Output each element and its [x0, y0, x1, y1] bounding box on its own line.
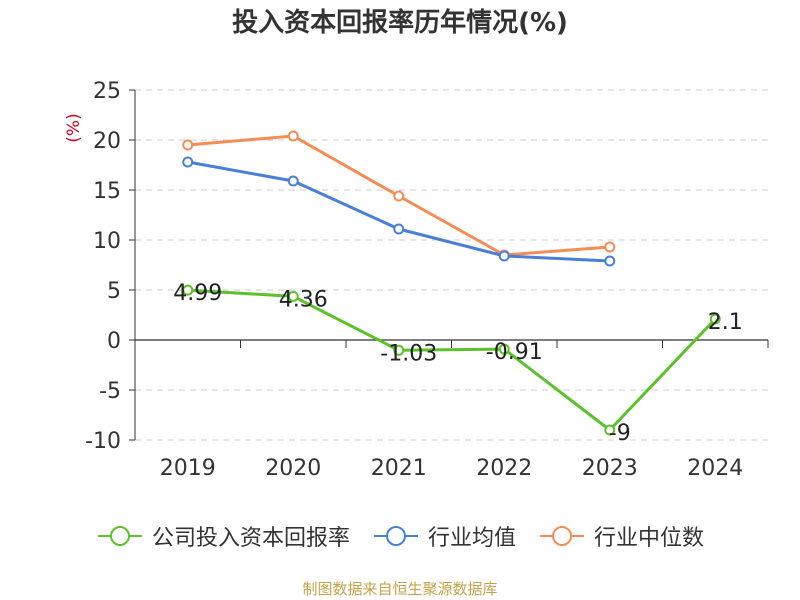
legend: 公司投入资本回报率 行业均值 行业中位数	[0, 520, 800, 552]
data-point[interactable]	[287, 290, 299, 302]
data-point[interactable]	[393, 223, 405, 235]
x-tick-label: 2019	[160, 456, 216, 481]
series-layer	[182, 130, 721, 436]
legend-label-company: 公司投入资本回报率	[151, 526, 350, 551]
data-point[interactable]	[182, 156, 194, 168]
source-note: 制图数据来自恒生聚源数据库	[302, 580, 498, 598]
x-tick-label: 2022	[476, 456, 532, 481]
data-point[interactable]	[604, 255, 616, 267]
y-tick-label: 15	[93, 179, 121, 204]
legend-item-industry-median[interactable]: 行业中位数	[538, 520, 704, 552]
y-tick-label: -10	[85, 429, 121, 454]
series-line-1	[187, 160, 610, 263]
y-tick-label: -5	[99, 379, 121, 404]
data-point[interactable]	[182, 139, 194, 151]
data-point[interactable]	[498, 343, 510, 355]
data-point[interactable]	[709, 313, 721, 325]
x-tick-label: 2021	[371, 456, 427, 481]
data-label-layer: 4.99 4.36 -1.03 -0.91 -9 2.1	[173, 281, 742, 446]
data-point[interactable]	[604, 241, 616, 253]
y-axis-label: (%)	[64, 113, 84, 142]
data-label: -0.91	[486, 340, 543, 365]
data-point[interactable]	[498, 250, 510, 262]
legend-item-company[interactable]: 公司投入资本回报率	[96, 520, 350, 552]
data-label: 4.99	[173, 281, 222, 306]
series-line-0	[187, 288, 717, 432]
y-tick-label: 10	[93, 229, 121, 254]
data-label: 4.36	[279, 287, 328, 312]
data-point[interactable]	[287, 130, 299, 142]
legend-label-industry-mean: 行业均值	[427, 526, 516, 551]
legend-marker-industry-median-icon	[540, 526, 584, 546]
y-tick-label: 20	[93, 129, 121, 154]
legend-marker-industry-mean-icon	[373, 526, 418, 546]
legend-marker-company-icon	[97, 526, 142, 546]
data-point[interactable]	[604, 424, 616, 436]
chart-title: 投入资本回报率历年情况(%)	[232, 8, 568, 38]
x-tick-label: 2024	[687, 456, 743, 481]
axis-layer: 25 20 15 10 5 0 -5 -10 2019 2020 2021 2022 2023 2024	[85, 79, 769, 481]
y-tick-label: 5	[107, 279, 121, 304]
data-point[interactable]	[182, 284, 194, 296]
data-label: 2.1	[708, 310, 743, 335]
data-label: -1.03	[380, 341, 437, 366]
data-point[interactable]	[287, 175, 299, 187]
data-point[interactable]	[393, 190, 405, 202]
legend-label-industry-median: 行业中位数	[594, 526, 705, 551]
y-tick-label: 0	[107, 329, 121, 354]
x-tick-label: 2020	[265, 456, 321, 481]
data-label: -9	[609, 421, 631, 446]
data-point[interactable]	[393, 344, 405, 356]
y-tick-label: 25	[93, 79, 121, 104]
x-tick-label: 2023	[582, 456, 638, 481]
legend-item-industry-mean[interactable]: 行业均值	[372, 520, 516, 552]
